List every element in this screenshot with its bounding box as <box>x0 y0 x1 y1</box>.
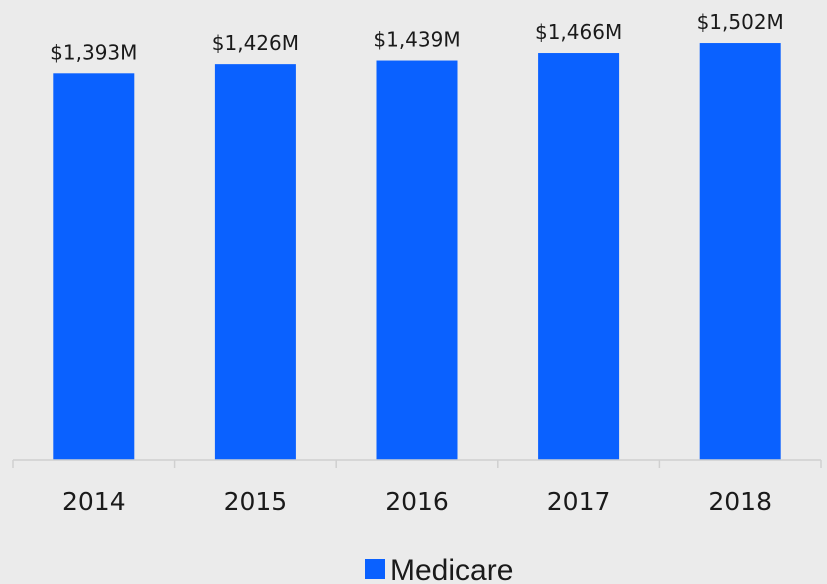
x-tick-label-2015: 2015 <box>224 487 288 516</box>
bar-2016 <box>376 60 458 460</box>
x-axis-ticks-group <box>12 460 822 468</box>
legend-swatch <box>365 559 385 579</box>
x-tick-label-2014: 2014 <box>62 487 126 516</box>
data-label-2017: $1,466M <box>535 20 622 44</box>
x-tick-label-2018: 2018 <box>708 487 772 516</box>
bar-2015 <box>214 64 296 461</box>
bars-group <box>53 43 781 461</box>
bar-2017 <box>538 53 620 461</box>
data-label-2018: $1,502M <box>697 10 784 34</box>
legend-label-medicare: Medicare <box>390 554 513 584</box>
x-axis-labels-group: 2014 2015 2016 2017 2018 <box>62 487 772 516</box>
data-label-2014: $1,393M <box>50 40 137 64</box>
x-tick-label-2016: 2016 <box>385 487 449 516</box>
data-label-2015: $1,426M <box>212 31 299 55</box>
x-tick-label-2017: 2017 <box>547 487 611 516</box>
data-labels-group: $1,393M $1,426M $1,439M $1,466M $1,502M <box>50 10 784 64</box>
data-label-2016: $1,439M <box>373 28 460 52</box>
legend: Medicare <box>365 554 513 584</box>
bar-2018 <box>699 43 781 460</box>
bar-2014 <box>53 73 135 461</box>
